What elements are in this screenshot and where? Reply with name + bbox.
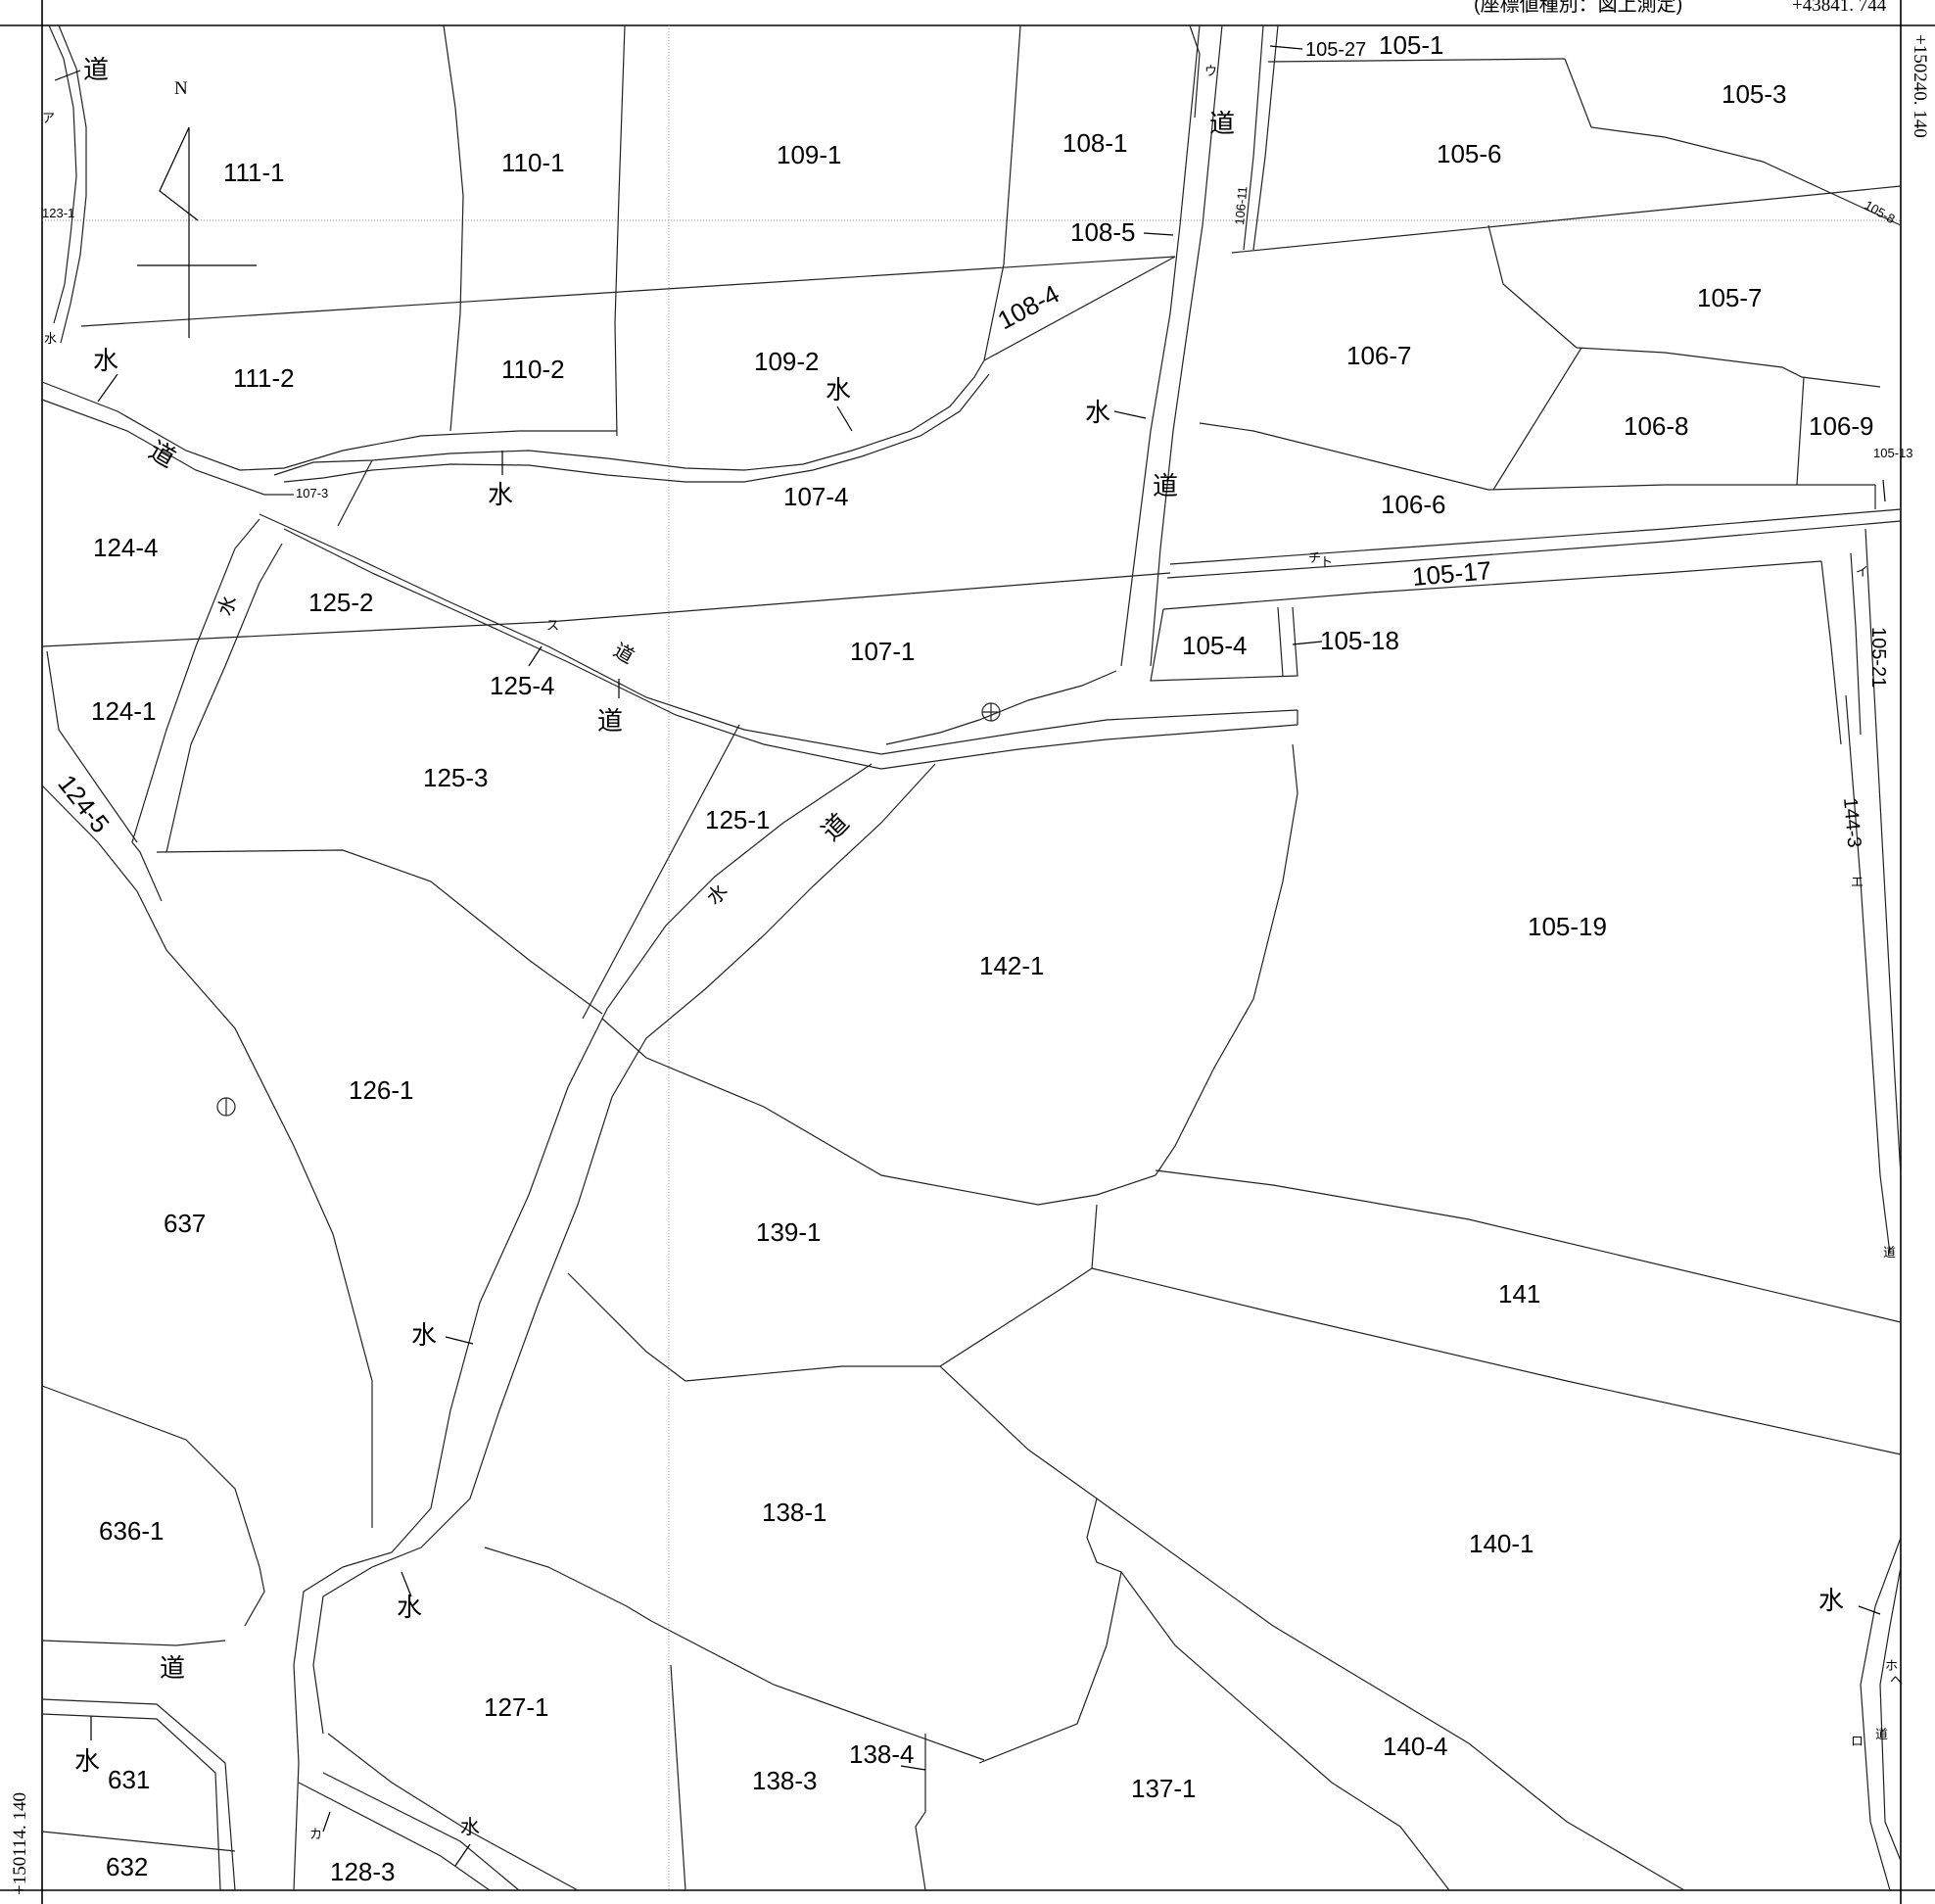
letter-marker: チ: [1308, 550, 1321, 565]
parcel-label: 124-4: [93, 533, 159, 562]
parcel-label: 128-3: [330, 1857, 396, 1886]
parcel-label: 111-2: [233, 363, 295, 393]
water-symbol: 水: [460, 1816, 480, 1838]
parcel-label: 108-1: [1062, 128, 1128, 158]
parcel-label: 108-4: [993, 279, 1064, 336]
parcel-label: 110-2: [501, 355, 565, 384]
letter-marker: ヘ: [1890, 1673, 1903, 1688]
parcel-label: 137-1: [1131, 1774, 1197, 1803]
parcel-label: 105-27: [1305, 39, 1366, 61]
parcel-label: 140-1: [1469, 1529, 1534, 1558]
coordinate-note: (座標値種別：図上測定): [1474, 0, 1682, 16]
parcel-label: 108-5: [1070, 217, 1136, 247]
parcel-label: 105-19: [1528, 912, 1607, 941]
parcel-label: 105-4: [1182, 631, 1248, 660]
leader-arrows: [54, 45, 1886, 1867]
parcel-label: 109-2: [754, 347, 820, 376]
parcel-label: 632: [106, 1852, 148, 1881]
water-symbol: 水: [44, 331, 57, 346]
parcel-label: 125-3: [423, 763, 489, 792]
letter-marker: ウ: [1204, 64, 1217, 78]
coordinate-y-right: +150240. 140: [1910, 34, 1930, 138]
parcel-label: 107-1: [850, 637, 916, 666]
road-symbol: 道: [1209, 109, 1235, 138]
letter-marker: ア: [42, 111, 55, 125]
road-symbol: 道: [816, 808, 855, 847]
letter-marker: ス: [546, 618, 559, 633]
water-symbol: 水: [93, 346, 118, 375]
parcel-label: 144-3: [1839, 797, 1864, 849]
road-symbol: 道: [1875, 1727, 1888, 1741]
survey-markers: [216, 702, 1001, 1117]
parcel-label: 636-1: [99, 1516, 165, 1546]
water-symbol: 水: [826, 375, 851, 405]
parcel-label: 106-8: [1624, 411, 1689, 441]
parcel-label: 631: [108, 1765, 150, 1794]
parcel-label: 106-9: [1809, 411, 1874, 441]
parcel-label: 138-4: [849, 1739, 915, 1769]
parcel-label: 109-1: [777, 140, 842, 169]
parcel-labels: 111-1 110-1 109-1 108-1 105-27 105-1 105…: [42, 30, 1912, 1886]
north-label: N: [174, 78, 188, 99]
parcel-label: 110-1: [501, 148, 565, 177]
parcel-label: 139-1: [756, 1217, 822, 1247]
water-symbol: 水: [1818, 1586, 1844, 1615]
water-symbol: 水: [213, 593, 241, 619]
water-symbol: 水: [411, 1320, 437, 1350]
water-symbol: 水: [488, 480, 513, 509]
letter-markers: ア イ ウ エ カ ス チ ト ホ ロ ヘ: [42, 64, 1903, 1841]
letter-marker: ト: [1320, 554, 1333, 569]
road-symbol: 道: [83, 55, 109, 84]
parcel-label: 105-13: [1873, 446, 1912, 460]
parcel-label: 105-8: [1863, 198, 1898, 227]
parcel-label: 142-1: [979, 951, 1045, 980]
water-symbol: 水: [74, 1746, 100, 1776]
road-symbol: 道: [160, 1653, 185, 1683]
parcel-label: 111-1: [223, 158, 285, 187]
road-symbol: 道: [144, 435, 181, 473]
parcel-label: 106-7: [1346, 341, 1412, 370]
map-symbols: 道 道 道 道 道 道 道 道 道 道 水 水 水 水 水 水 水 水 水 水 …: [44, 55, 1896, 1838]
parcel-label: 105-6: [1437, 139, 1502, 168]
parcel-boundaries: [41, 24, 1902, 1891]
parcel-label: 138-3: [752, 1766, 818, 1795]
road-symbol: 道: [597, 706, 623, 736]
coordinate-y-left: +150114. 140: [10, 1792, 30, 1895]
parcel-label: 105-1: [1379, 30, 1444, 60]
parcel-label: 105-18: [1320, 626, 1399, 655]
letter-marker: カ: [309, 1827, 322, 1841]
parcel-label: 105-3: [1722, 79, 1787, 109]
parcel-label: 127-1: [484, 1692, 549, 1722]
parcel-label: 141: [1498, 1279, 1540, 1309]
parcel-label: 125-1: [705, 805, 771, 834]
parcel-label: 107-4: [783, 482, 849, 511]
parcel-label: 105-7: [1697, 283, 1763, 312]
parcel-label: 123-1: [42, 206, 74, 220]
parcel-label: 125-4: [490, 671, 555, 700]
road-symbol: 道: [610, 639, 638, 668]
parcel-label: 105-21: [1867, 627, 1889, 688]
road-symbol: 道: [1883, 1245, 1896, 1260]
letter-marker: イ: [1856, 564, 1868, 579]
parcel-label: 637: [164, 1209, 206, 1238]
parcel-label: 106-11: [1232, 186, 1250, 226]
letter-marker: ホ: [1885, 1658, 1898, 1673]
parcel-label: 124-1: [91, 696, 157, 726]
water-symbol: 水: [397, 1593, 422, 1622]
letter-marker: エ: [1851, 875, 1864, 889]
parcel-label: 105-17: [1411, 555, 1492, 592]
coordinate-x-top: +43841. 744: [1792, 0, 1887, 16]
parcel-label: 126-1: [349, 1075, 414, 1105]
water-symbol: 水: [1085, 398, 1110, 427]
parcel-label: 138-1: [762, 1498, 827, 1527]
north-arrow: N: [137, 78, 257, 338]
parcel-label: 107-3: [296, 486, 328, 500]
parcel-label: 106-6: [1381, 490, 1446, 519]
parcel-label: 125-2: [308, 588, 374, 617]
parcel-label: 140-4: [1383, 1732, 1448, 1761]
road-symbol: 道: [1153, 471, 1178, 500]
letter-marker: ロ: [1851, 1734, 1864, 1748]
